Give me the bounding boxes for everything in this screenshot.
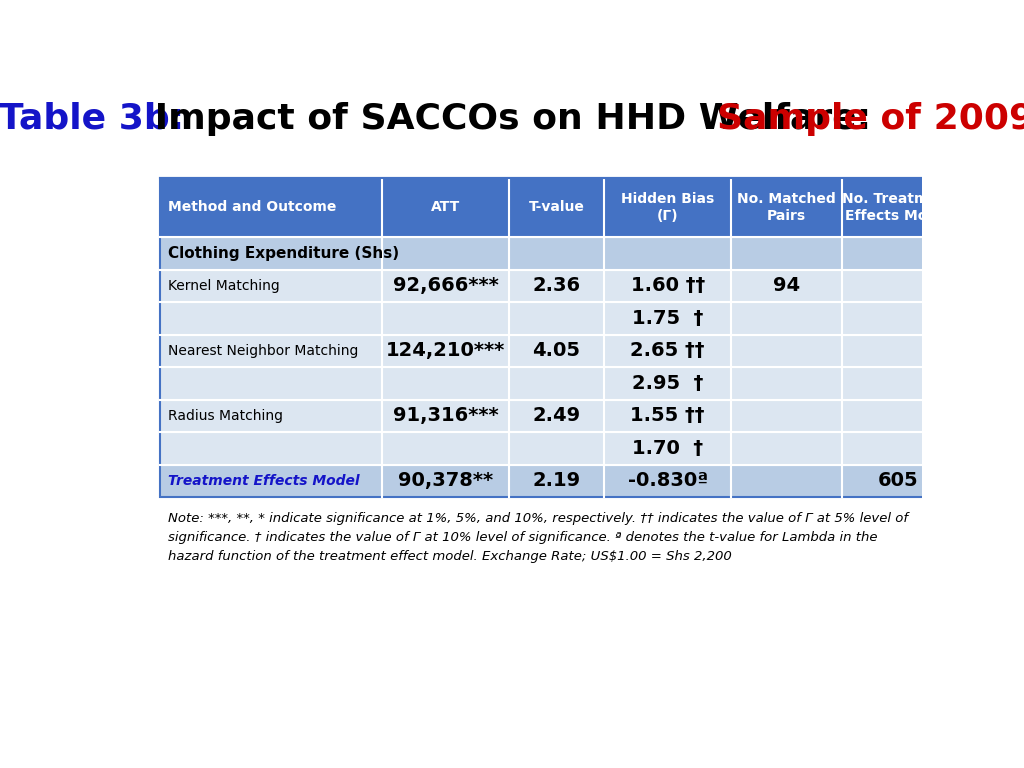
Text: Sample of 2009/2010: Sample of 2009/2010: [717, 102, 1024, 136]
FancyBboxPatch shape: [160, 237, 953, 270]
FancyBboxPatch shape: [160, 465, 953, 497]
Text: Note: ***, **, * indicate significance at 1%, 5%, and 10%, respectively. †† indi: Note: ***, **, * indicate significance a…: [168, 512, 907, 563]
Text: 2.19: 2.19: [532, 472, 581, 491]
Text: 2.95  †: 2.95 †: [632, 374, 703, 393]
Text: Radius Matching: Radius Matching: [168, 409, 283, 423]
FancyBboxPatch shape: [160, 367, 953, 399]
Text: 4.05: 4.05: [532, 342, 581, 360]
FancyBboxPatch shape: [160, 302, 953, 335]
Text: 90,378**: 90,378**: [398, 472, 493, 491]
Text: Hidden Bias
(Γ): Hidden Bias (Γ): [621, 192, 715, 223]
Text: 605: 605: [878, 472, 919, 491]
Text: 2.65 ††: 2.65 ††: [631, 342, 705, 360]
Text: 1.70  †: 1.70 †: [632, 439, 703, 458]
FancyBboxPatch shape: [160, 270, 953, 302]
Text: Kernel Matching: Kernel Matching: [168, 279, 280, 293]
Text: No. Matched
Pairs: No. Matched Pairs: [737, 192, 836, 223]
Text: 91,316***: 91,316***: [392, 406, 499, 425]
Text: 2.49: 2.49: [532, 406, 581, 425]
Text: ATT: ATT: [431, 200, 460, 214]
Text: Impact of SACCOs on HHD Welfare:: Impact of SACCOs on HHD Welfare:: [142, 102, 884, 136]
Text: T-value: T-value: [528, 200, 585, 214]
Text: 2.36: 2.36: [532, 276, 581, 296]
Text: -0.830ª: -0.830ª: [628, 472, 708, 491]
Text: Clothing Expenditure (Shs): Clothing Expenditure (Shs): [168, 246, 398, 261]
FancyBboxPatch shape: [160, 335, 953, 367]
Text: Nearest Neighbor Matching: Nearest Neighbor Matching: [168, 344, 358, 358]
Text: 124,210***: 124,210***: [386, 342, 505, 360]
Text: Table 3b:: Table 3b:: [0, 102, 183, 136]
FancyBboxPatch shape: [160, 432, 953, 465]
Text: Method and Outcome: Method and Outcome: [168, 200, 336, 214]
Text: 92,666***: 92,666***: [392, 276, 499, 296]
Text: 1.60 ††: 1.60 ††: [631, 276, 705, 296]
Text: 1.75  †: 1.75 †: [632, 309, 703, 328]
Text: Treatment Effects Model: Treatment Effects Model: [168, 474, 359, 488]
Text: No. Treatment
Effects Model: No. Treatment Effects Model: [842, 192, 954, 223]
Text: 1.55 ††: 1.55 ††: [631, 406, 705, 425]
FancyBboxPatch shape: [160, 399, 953, 432]
Text: 94: 94: [773, 276, 800, 296]
FancyBboxPatch shape: [160, 178, 953, 237]
